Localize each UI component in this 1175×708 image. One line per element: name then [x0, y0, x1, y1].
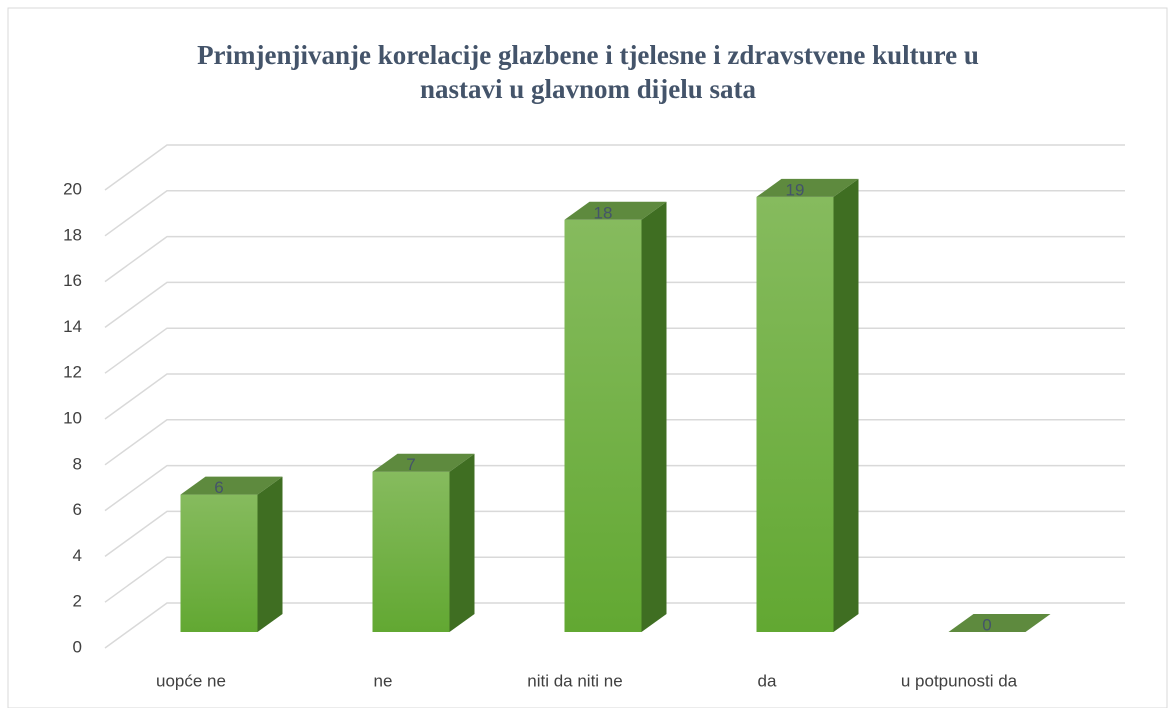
bar-side: [833, 178, 859, 632]
bar-top: [948, 614, 1051, 632]
bar-front: [756, 196, 834, 632]
x-tick-label: uopće ne: [156, 671, 226, 690]
y-tick-label: 14: [63, 317, 82, 336]
y-tick-label: 6: [73, 500, 82, 519]
y-tick-label: 12: [63, 363, 82, 382]
x-tick-label: u potpunosti da: [901, 671, 1018, 690]
bar-side: [641, 201, 667, 633]
bar-top: [564, 201, 667, 220]
bar: [948, 614, 1051, 632]
chart-title: Primjenjivanje korelacije glazbene i tje…: [197, 40, 979, 70]
bar-side: [257, 476, 283, 632]
value-label: 18: [594, 203, 613, 222]
grid-line: [104, 144, 1125, 191]
bar-top: [372, 453, 475, 472]
y-tick-label: 18: [63, 225, 82, 244]
value-label: 6: [214, 478, 223, 497]
y-tick-label: 16: [63, 271, 82, 290]
value-label: 7: [406, 455, 415, 474]
y-tick-label: 2: [73, 592, 82, 611]
y-tick-label: 10: [63, 408, 82, 427]
y-tick-label: 8: [73, 454, 82, 473]
bar-top: [756, 178, 859, 197]
bar-top: [180, 476, 283, 495]
bar-side: [449, 453, 475, 632]
value-label: 19: [786, 180, 805, 199]
y-tick-label: 0: [73, 637, 82, 656]
x-tick-label: niti da niti ne: [527, 671, 622, 690]
y-tick-label: 20: [63, 179, 82, 198]
bar-front: [372, 471, 450, 632]
bar-front: [564, 219, 642, 633]
bar: [372, 453, 475, 632]
value-label: 0: [982, 615, 991, 634]
chart-title: nastavi u glavnom dijelu sata: [420, 74, 757, 104]
x-tick-label: da: [758, 671, 777, 690]
bar: [180, 476, 283, 632]
y-tick-label: 4: [73, 546, 82, 565]
x-tick-label: ne: [374, 671, 393, 690]
bar: [564, 201, 667, 633]
bar: [756, 178, 859, 632]
bar-front: [180, 494, 258, 632]
